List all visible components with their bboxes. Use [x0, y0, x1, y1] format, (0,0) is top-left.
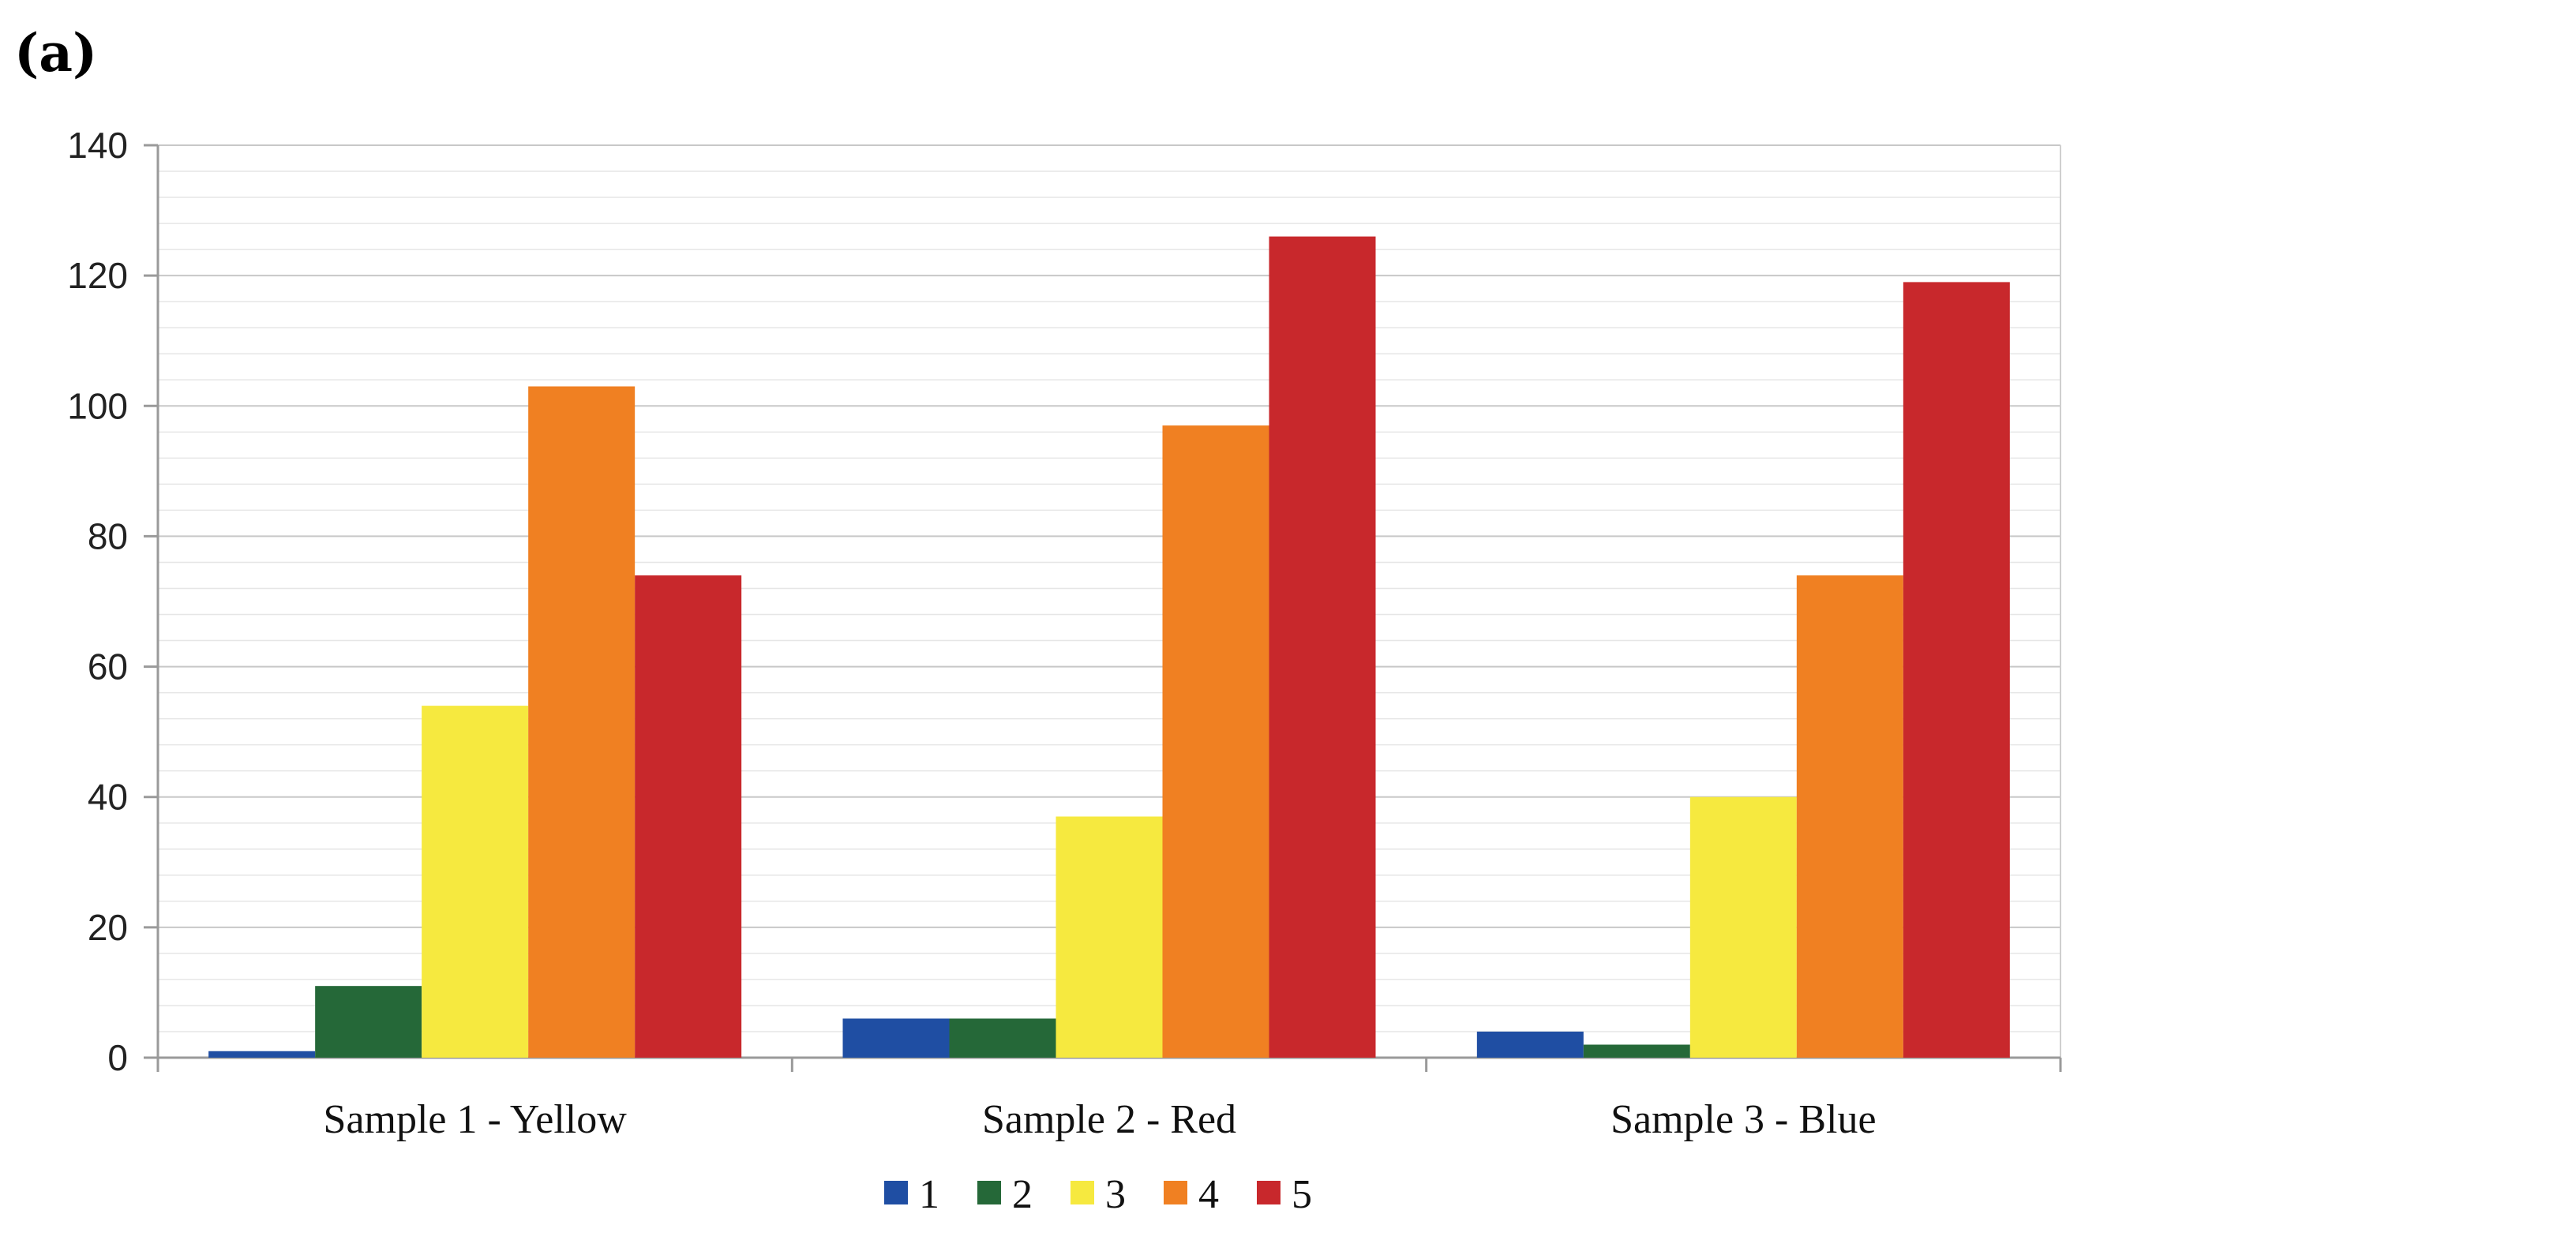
- legend-swatch: [884, 1181, 908, 1204]
- x-category-label: Sample 2 - Red: [982, 1097, 1236, 1142]
- legend-swatch: [977, 1181, 1001, 1204]
- legend-item: 1: [884, 1172, 939, 1217]
- axis-labels: 0 20 40 60 80 100 120 140 Sample 1 - Yellow Sampl…: [67, 125, 1876, 1142]
- legend-item: 2: [977, 1172, 1033, 1217]
- legend-swatch: [1164, 1181, 1187, 1204]
- bar: [1162, 425, 1269, 1058]
- y-tick-label: 100: [67, 385, 128, 426]
- legend: 1 2 3 4 5: [884, 1172, 1312, 1217]
- bar: [1476, 1031, 1584, 1058]
- legend-swatch: [1071, 1181, 1094, 1204]
- legend-item: 3: [1071, 1172, 1126, 1217]
- bar: [422, 706, 529, 1058]
- y-tick-label: 140: [67, 125, 128, 166]
- bar: [635, 575, 742, 1058]
- bars: [208, 236, 2010, 1058]
- bar: [315, 986, 422, 1058]
- y-tick-label: 120: [67, 255, 128, 296]
- panel-label: (a): [14, 22, 98, 84]
- legend-label: 1: [919, 1172, 939, 1217]
- legend-label: 5: [1292, 1172, 1312, 1217]
- legend-item: 5: [1257, 1172, 1312, 1217]
- legend-swatch: [1257, 1181, 1281, 1204]
- y-tick-label: 80: [88, 515, 128, 556]
- bar: [208, 1051, 316, 1058]
- bar: [1056, 816, 1163, 1058]
- bar: [1903, 282, 2010, 1058]
- bar: [1269, 236, 1376, 1058]
- y-tick-label: 60: [88, 646, 128, 687]
- x-category-label: Sample 3 - Blue: [1610, 1097, 1877, 1142]
- bar: [1796, 575, 1903, 1058]
- bar: [1689, 796, 1797, 1058]
- y-tick-label: 40: [88, 777, 128, 818]
- bar: [842, 1018, 950, 1058]
- legend-item: 4: [1164, 1172, 1219, 1217]
- y-tick-label: 0: [107, 1037, 128, 1078]
- bar: [528, 386, 636, 1058]
- x-category-label: Sample 1 - Yellow: [324, 1097, 628, 1142]
- y-tick-label: 20: [88, 907, 128, 948]
- legend-label: 3: [1105, 1172, 1126, 1217]
- bar: [1583, 1044, 1690, 1058]
- bar: [949, 1018, 1056, 1058]
- legend-label: 2: [1012, 1172, 1033, 1217]
- legend-label: 4: [1198, 1172, 1219, 1217]
